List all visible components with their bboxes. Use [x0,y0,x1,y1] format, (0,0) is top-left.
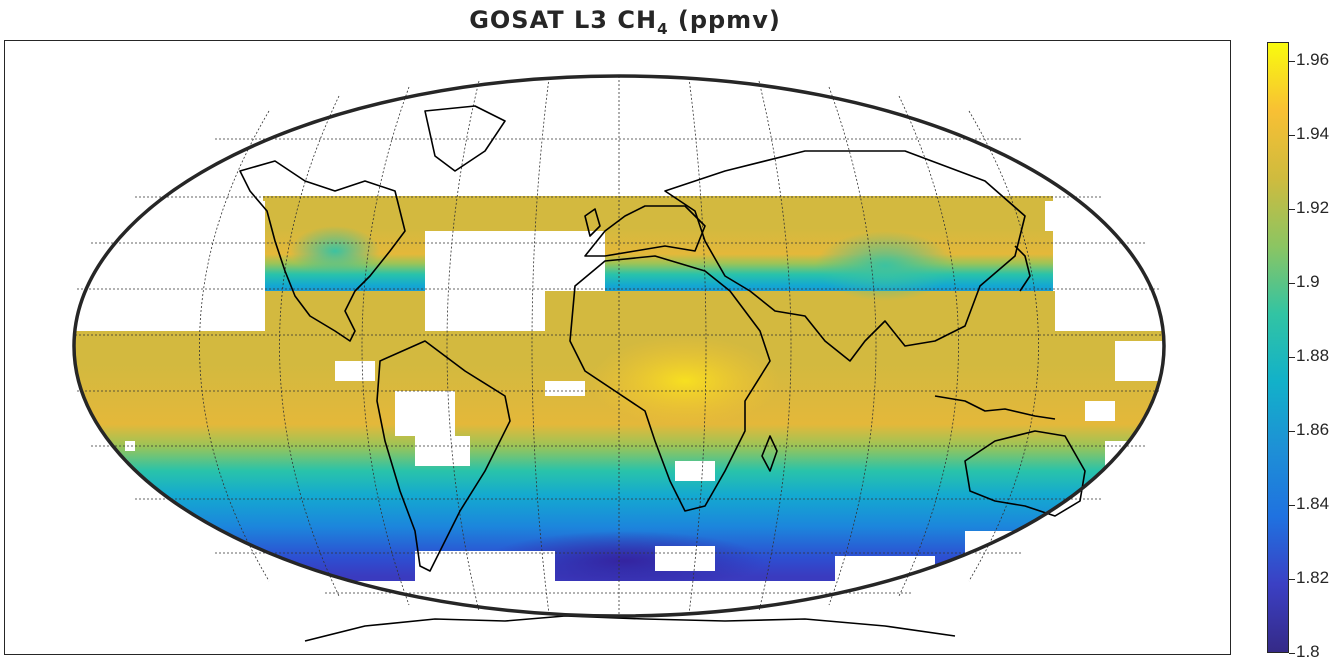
hotspot-central-africa [590,336,780,426]
colorbar-tick-label: 1.88 [1296,345,1330,365]
colorbar-tick-mark [1289,504,1295,506]
data-field [74,196,1164,616]
colorbar-tick-label: 1.84 [1296,493,1330,513]
colorbar-tick-label: 1.96 [1296,49,1330,69]
colorbar-tick-label: 1.86 [1296,419,1330,439]
antarctica-coast [304,615,956,642]
colorbar-tick-mark [1289,60,1295,62]
madagascar-coast [761,435,778,472]
low-north-america [290,226,380,276]
colorbar-tick-mark [1289,134,1295,136]
title-text: GOSAT L3 CH [469,6,658,34]
title-unit: (ppmv) [668,6,781,34]
colorbar-tick-mark [1289,653,1295,654]
colorbar-tick-mark [1289,208,1295,210]
colorbar-tick-mark [1289,578,1295,580]
projection-border [72,74,1166,618]
africa-coast [569,255,771,512]
indonesia-coast [934,395,1056,420]
colorbar [1267,42,1289,653]
colorbar-tick-mark [1289,356,1295,358]
japan-coast [1014,245,1031,292]
europe-coast [584,205,706,257]
colorbar-tick-mark [1289,282,1295,284]
world-map [72,74,1166,642]
australia-coast [964,430,1086,517]
colorbar-tick-label: 1.94 [1296,123,1330,143]
map-panel [4,40,1231,655]
colorbar-tick-label: 1.92 [1296,197,1330,217]
asia-coast [664,150,1026,362]
low-central-asia [815,231,955,301]
south-america-coast [376,340,511,572]
greenland-coast [424,105,506,172]
colorbar-tick-label: 1.9 [1296,271,1320,291]
title-subscript: 4 [657,19,669,38]
uk-coast [584,208,601,237]
colorbar-tick-mark [1289,430,1295,432]
graticule [75,76,1163,616]
colorbar-tick-label: 1.82 [1296,567,1330,587]
map-title: GOSAT L3 CH4 (ppmv) [0,6,1250,38]
north-america-coast [239,160,406,342]
colorbar-tick-label: 1.8 [1296,642,1320,661]
